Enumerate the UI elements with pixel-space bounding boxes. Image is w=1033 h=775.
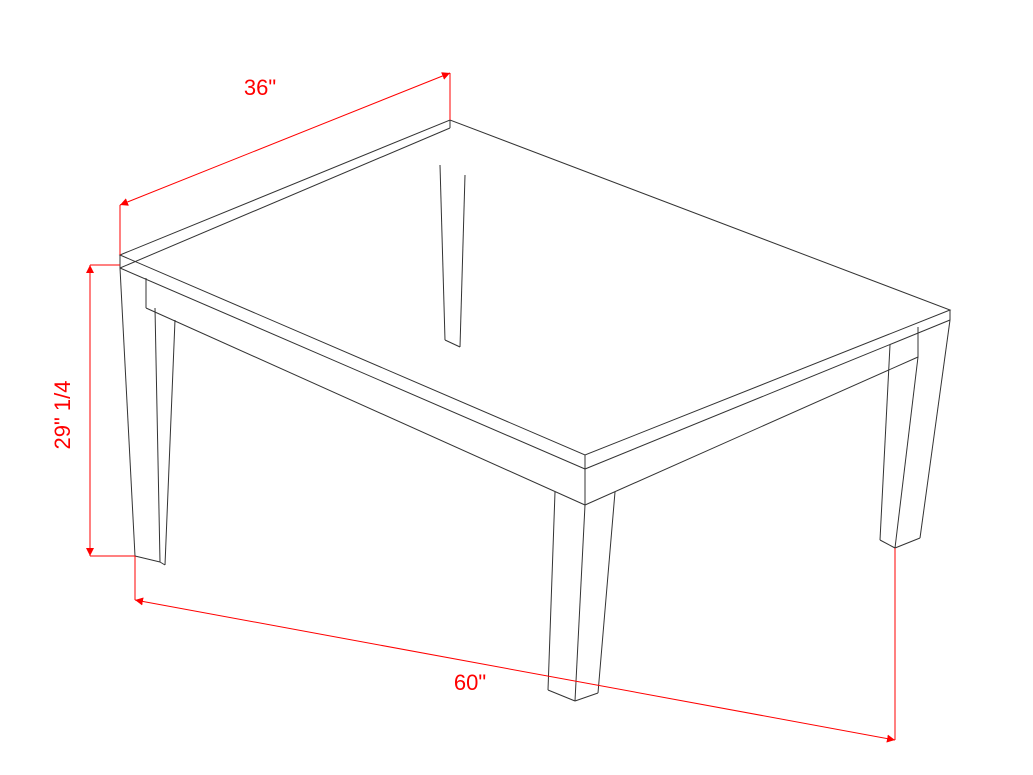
leg-br-inner-l bbox=[880, 345, 890, 540]
leg-fr-inner bbox=[460, 175, 465, 347]
slab-bottom-right bbox=[585, 320, 950, 469]
dim-width-line bbox=[120, 73, 450, 205]
dim-width-label: 36" bbox=[244, 75, 276, 100]
leg-bl-bottom1 bbox=[548, 690, 575, 701]
leg-br-inner-r bbox=[895, 357, 918, 548]
dim-length-label: 60" bbox=[454, 670, 486, 695]
leg-br-bottom1 bbox=[880, 540, 895, 548]
leg-fr-outer bbox=[440, 165, 445, 340]
leg-fl-inner-left bbox=[155, 308, 160, 562]
leg-fl-inner-right bbox=[165, 320, 175, 565]
leg-bl-outer-r bbox=[598, 492, 615, 693]
slab-bottom-left bbox=[120, 268, 585, 469]
apron-right-bottom bbox=[585, 357, 918, 505]
leg-fl-outer bbox=[120, 268, 135, 556]
dim-height-label: 29" 1/4 bbox=[50, 381, 75, 450]
leg-br-outer bbox=[920, 320, 950, 538]
slab-bottom-front bbox=[120, 128, 450, 268]
dim-length-line bbox=[135, 600, 895, 740]
leg-br-bottom2 bbox=[895, 538, 920, 548]
leg-bl-mid bbox=[575, 505, 585, 701]
leg-bl-bottom2 bbox=[575, 693, 598, 701]
leg-fr-bottom bbox=[445, 340, 460, 347]
apron-left-bottom bbox=[146, 308, 585, 505]
leg-fl-bottom1 bbox=[135, 556, 160, 562]
table-top-surface bbox=[120, 120, 950, 455]
leg-bl-outer-l bbox=[548, 492, 555, 690]
leg-fl-bottom2 bbox=[160, 562, 165, 565]
